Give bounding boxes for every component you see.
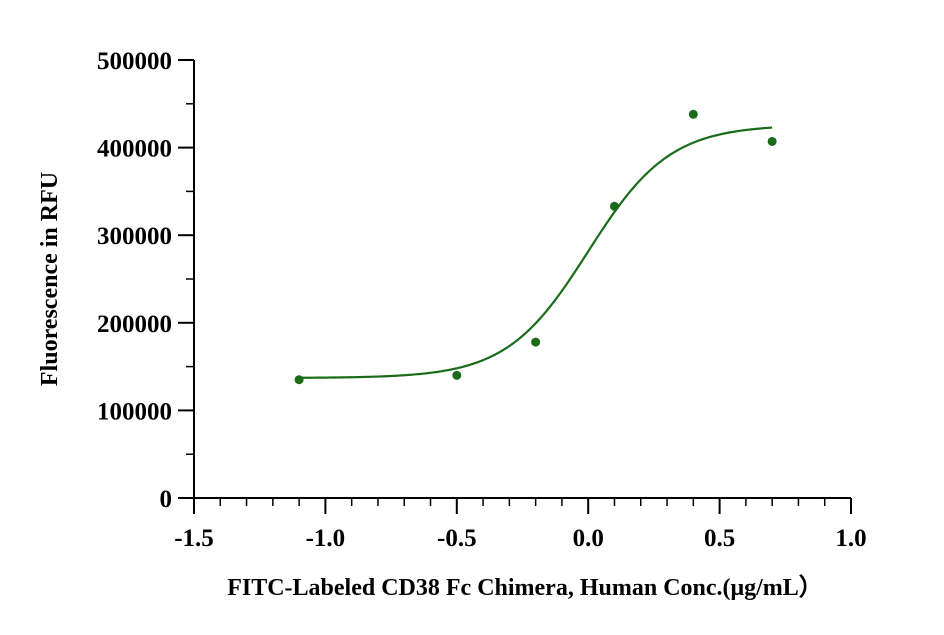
data-point xyxy=(767,136,777,146)
y-tick-label: 0 xyxy=(160,486,173,513)
y-tick-label: 500000 xyxy=(97,48,172,75)
x-axis-title: FITC-Labeled CD38 Fc Chimera, Human Conc… xyxy=(227,574,823,601)
y-tick-label: 400000 xyxy=(97,136,172,163)
y-tick-label: 200000 xyxy=(97,311,172,338)
x-tick-label: 0.0 xyxy=(573,525,604,552)
x-tick-label: -1.5 xyxy=(174,525,214,552)
data-point xyxy=(688,109,698,119)
y-tick-label: 100000 xyxy=(97,398,172,425)
fit-curve xyxy=(299,126,773,379)
x-tick-label: -1.0 xyxy=(306,525,346,552)
data-point xyxy=(531,337,541,347)
y-axis: 0 100000 200000 300000 400000 500000 xyxy=(97,48,195,513)
data-points xyxy=(294,109,777,385)
data-point xyxy=(452,370,462,380)
x-tick-label: 0.5 xyxy=(704,525,735,552)
x-axis: -1.5 -1.0 -0.5 0.0 0.5 1.0 xyxy=(174,497,867,552)
x-tick-label: 1.0 xyxy=(835,525,866,552)
data-point xyxy=(294,375,304,385)
x-tick-label: -0.5 xyxy=(437,525,477,552)
fit-curve-group xyxy=(299,126,773,379)
data-point xyxy=(609,201,619,211)
y-axis-title: Fluorescence in RFU xyxy=(37,172,63,386)
y-tick-label: 300000 xyxy=(97,223,172,250)
